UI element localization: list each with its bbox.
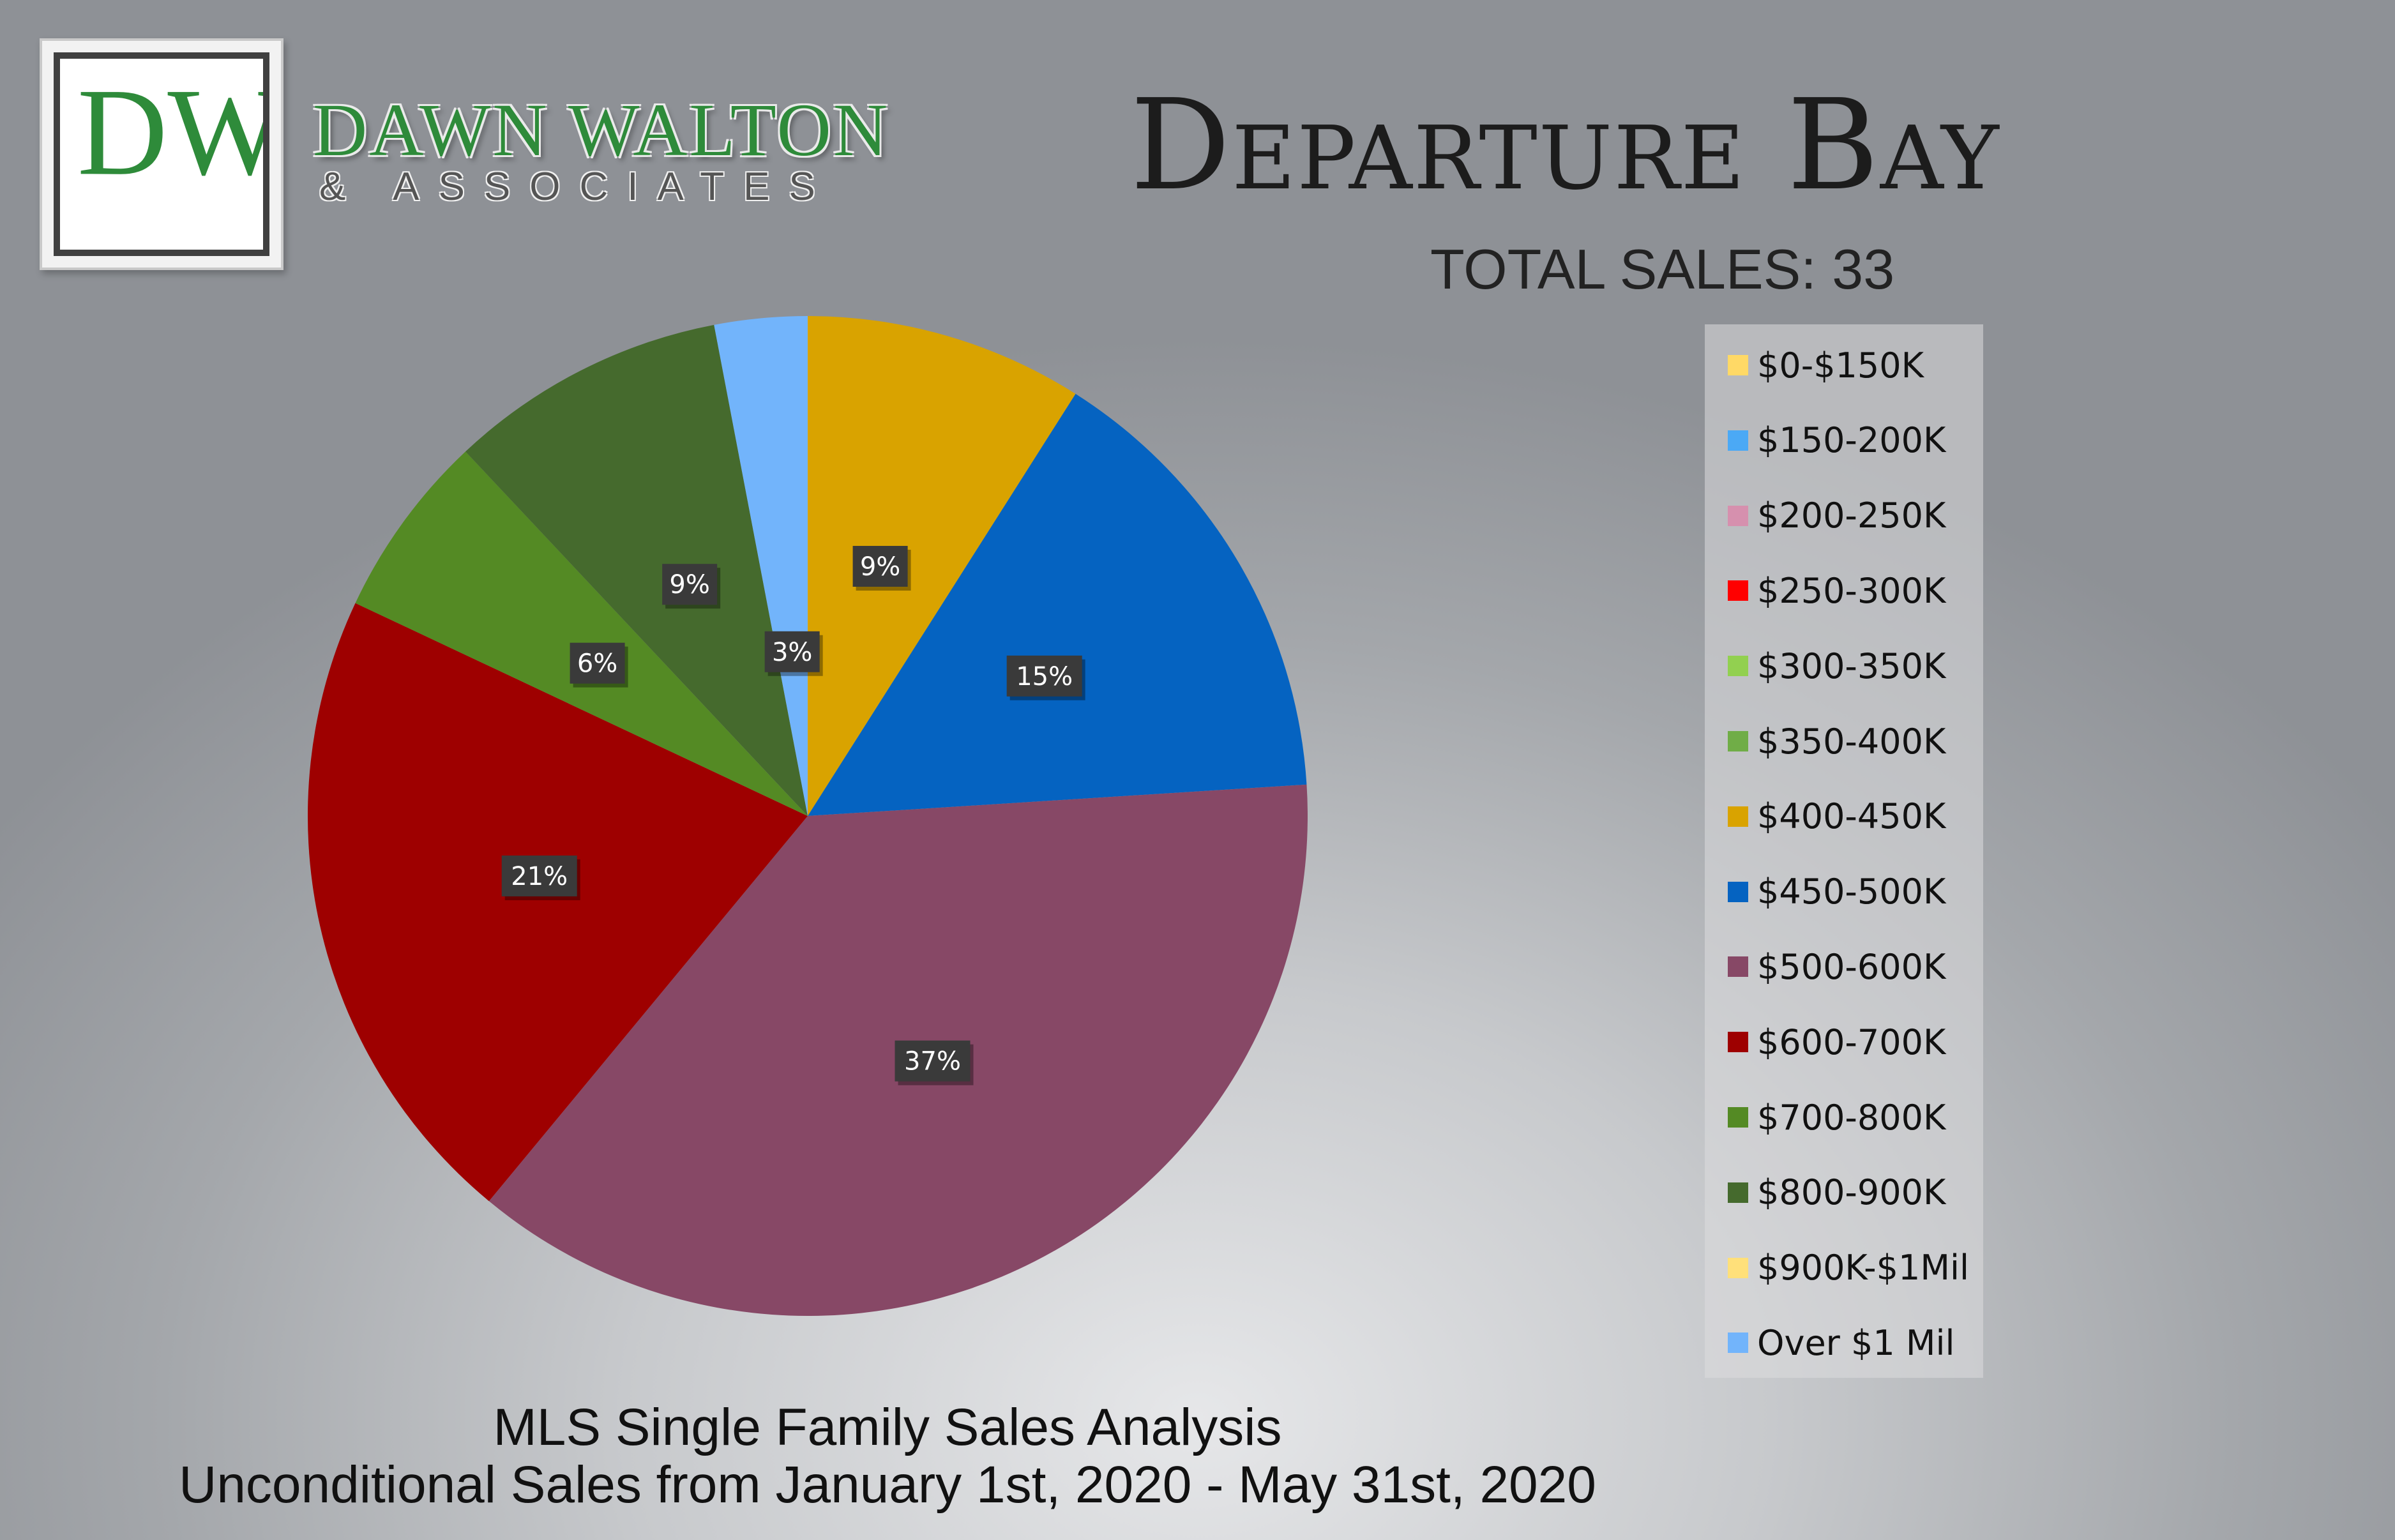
logo: DW (40, 38, 283, 270)
data-label: 21% (501, 855, 580, 900)
legend-item: $400-450K (1728, 796, 1946, 837)
logo-monogram: DW (77, 63, 263, 201)
legend-swatch (1728, 1107, 1748, 1128)
data-label: 15% (1006, 655, 1085, 700)
data-label-text: 9% (669, 570, 709, 600)
total-sales: TOTAL SALES: 33 (1430, 238, 1895, 301)
legend-item: $450-500K (1728, 872, 1946, 912)
legend-swatch (1728, 1257, 1748, 1278)
legend-label: $600-700K (1757, 1022, 1946, 1062)
pie-slice (308, 603, 808, 1202)
legend-swatch (1728, 956, 1748, 978)
pie-slice (355, 451, 808, 816)
dw-monogram-icon: DW (77, 63, 263, 201)
brand-name: DAWN WALTON (313, 88, 890, 172)
legend-swatch (1728, 1032, 1748, 1053)
data-label-text: 9% (860, 552, 900, 582)
legend-label: $0-$150K (1757, 345, 1924, 386)
pie-slices (308, 316, 1308, 1316)
footer-title: MLS Single Family Sales Analysis (493, 1398, 1282, 1456)
legend-swatch (1728, 1332, 1748, 1354)
pie-slice (808, 316, 1076, 816)
legend-item: $600-700K (1728, 1022, 1946, 1062)
legend-item: $200-250K (1728, 495, 1946, 536)
data-label: 9% (852, 546, 911, 591)
pie-slice (714, 316, 808, 816)
legend-label: $400-450K (1757, 796, 1946, 837)
legend-swatch (1728, 806, 1748, 827)
footer-date-range: Unconditional Sales from January 1st, 20… (179, 1456, 1596, 1514)
logo-frame: DW (54, 52, 269, 256)
legend-swatch (1728, 505, 1748, 526)
data-label-text: 3% (772, 638, 812, 667)
data-label: 3% (764, 631, 823, 676)
legend-label: $200-250K (1757, 495, 1946, 536)
pie-slice (465, 324, 808, 816)
data-label: 6% (570, 642, 628, 688)
pie-data-labels: 9% 15% 37% 21% 6% 9% 3% (501, 546, 1085, 1085)
legend-label: Over $1 Mil (1757, 1322, 1955, 1363)
page-title: Departure Bay (1130, 73, 2000, 218)
legend-item: $900K-$1Mil (1728, 1248, 1969, 1288)
legend-item: $800-900K (1728, 1172, 1946, 1213)
data-label-text: 6% (577, 649, 617, 679)
legend-item: $500-600K (1728, 946, 1946, 987)
legend-label: $700-800K (1757, 1097, 1946, 1138)
legend-swatch (1728, 731, 1748, 751)
legend-item: $0-$150K (1728, 345, 1924, 386)
legend-label: $900K-$1Mil (1757, 1248, 1969, 1288)
data-label-text: 37% (904, 1047, 961, 1076)
legend-label: $350-400K (1757, 721, 1946, 762)
data-label: 37% (895, 1040, 974, 1085)
legend-label: $800-900K (1757, 1172, 1946, 1213)
legend-label: $500-600K (1757, 946, 1946, 987)
legend-label: $250-300K (1757, 570, 1946, 611)
brand-subtitle: & ASSOCIATES (319, 165, 835, 209)
legend-swatch (1728, 355, 1748, 375)
legend-item: $350-400K (1728, 721, 1946, 762)
legend-label: $150-200K (1757, 420, 1946, 461)
legend-swatch (1728, 1182, 1748, 1203)
legend-item: $150-200K (1728, 420, 1946, 461)
pie-slice (808, 393, 1307, 816)
legend-item: $300-350K (1728, 645, 1946, 686)
legend-swatch (1728, 656, 1748, 677)
legend-item: Over $1 Mil (1728, 1322, 1955, 1363)
chart-legend: $0-$150K $150-200K $200-250K $250-300K $300-… (1705, 324, 1983, 1378)
legend-item: $250-300K (1728, 570, 1946, 611)
data-label-text: 21% (511, 862, 568, 891)
legend-label: $300-350K (1757, 645, 1946, 686)
legend-swatch (1728, 580, 1748, 601)
data-label: 9% (662, 564, 721, 609)
legend-label: $450-500K (1757, 872, 1946, 912)
legend-swatch (1728, 430, 1748, 451)
legend-item: $700-800K (1728, 1097, 1946, 1138)
legend-swatch (1728, 881, 1748, 902)
data-label-text: 15% (1016, 662, 1073, 691)
